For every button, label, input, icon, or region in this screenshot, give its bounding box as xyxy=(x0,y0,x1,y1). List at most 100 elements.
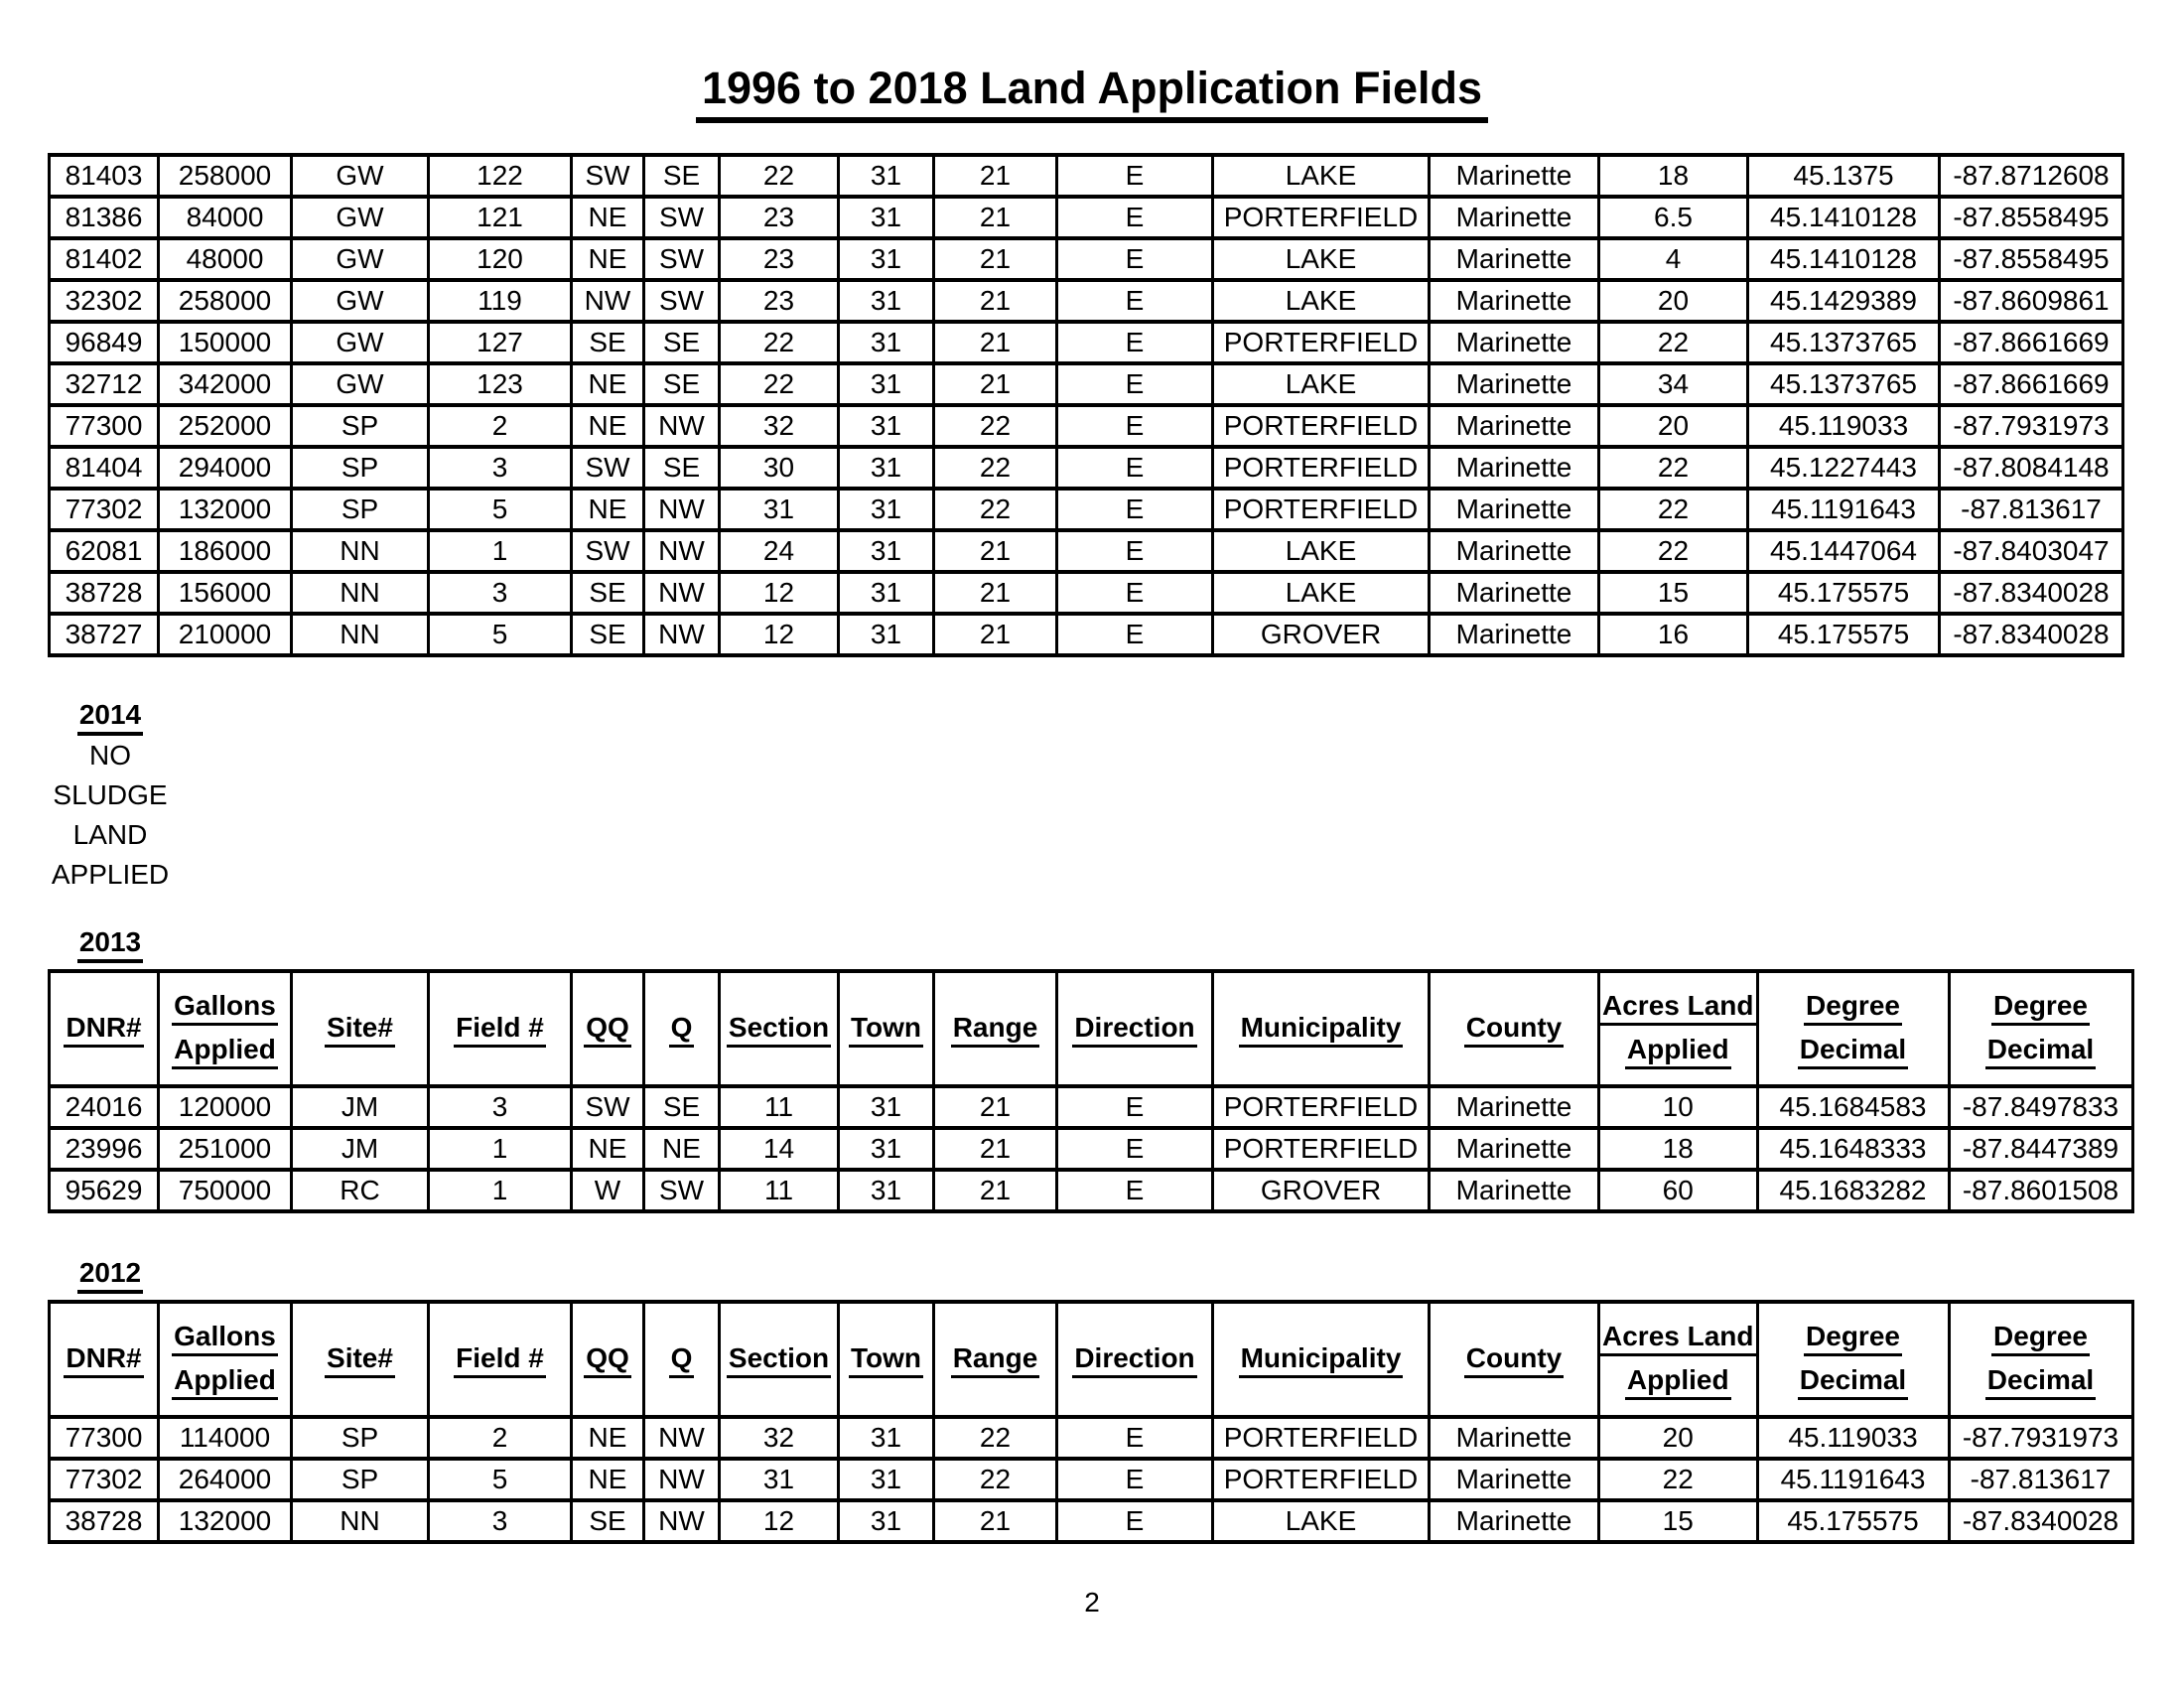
cell-section: 30 xyxy=(718,445,840,491)
cell-county: Marinette xyxy=(1428,1126,1600,1172)
page-number: 2 xyxy=(1084,1587,1100,1618)
cell-direction: E xyxy=(1055,445,1214,491)
column-header-municipality: Municipality xyxy=(1211,1300,1431,1419)
column-header-text: Field # xyxy=(454,1011,546,1048)
cell-section: 32 xyxy=(718,403,840,449)
cell-range: 22 xyxy=(932,487,1058,532)
cell-qq: SE xyxy=(570,320,645,365)
column-header-text: Applied xyxy=(1624,1363,1731,1400)
column-header-gallons-applied: Gallons Applied xyxy=(157,1300,293,1419)
cell-direction: E xyxy=(1055,1126,1214,1172)
cell-gallons-applied: 210000 xyxy=(157,612,293,657)
cell-range: 21 xyxy=(932,612,1058,657)
cell-range: 22 xyxy=(932,445,1058,491)
cell-q: SW xyxy=(642,236,721,282)
cell-range: 21 xyxy=(932,236,1058,282)
cell-direction: E xyxy=(1055,403,1214,449)
column-header-text: Section xyxy=(726,1341,832,1378)
column-header-text: Applied xyxy=(1624,1033,1731,1069)
column-header-text: Degree xyxy=(1991,989,2090,1026)
column-header-text: Gallons xyxy=(172,989,278,1026)
cell-gallons-applied: 294000 xyxy=(157,445,293,491)
cell-range: 21 xyxy=(932,1168,1058,1213)
cell-section: 24 xyxy=(718,528,840,574)
cell-degree-decimal-lon: -87.8084148 xyxy=(1938,445,2124,491)
cell-q: NW xyxy=(642,528,721,574)
table-row: 77302 132000 SP 5 NE NW 31 31 22 E PORTERFIELD Mari… xyxy=(48,487,2124,532)
column-header-text: QQ xyxy=(584,1011,631,1048)
cell-field: 1 xyxy=(427,1168,573,1213)
cell-dnr: 77300 xyxy=(48,403,160,449)
cell-section: 22 xyxy=(718,320,840,365)
cell-county: Marinette xyxy=(1428,1498,1600,1544)
cell-degree-decimal-lon: -87.8340028 xyxy=(1938,570,2124,616)
year-label-2012: 2012 xyxy=(45,1253,176,1294)
cell-degree-decimal-lon: -87.8661669 xyxy=(1938,361,2124,407)
cell-qq: NW xyxy=(570,278,645,324)
cell-gallons-applied: 750000 xyxy=(157,1168,293,1213)
year-label-2013: 2013 xyxy=(45,922,176,963)
page-title-text: 1996 to 2018 Land Application Fields xyxy=(695,64,1489,123)
column-header-text: Range xyxy=(950,1341,1040,1378)
column-header-text: Site# xyxy=(325,1011,395,1048)
column-header-acres-land-applied: Acres Land Applied xyxy=(1597,1300,1759,1419)
cell-municipality: PORTERFIELD xyxy=(1211,1126,1431,1172)
cell-town: 31 xyxy=(837,1126,935,1172)
cell-qq: SE xyxy=(570,570,645,616)
cell-gallons-applied: 258000 xyxy=(157,153,293,199)
cell-degree-decimal-lat: 45.1429389 xyxy=(1746,278,1941,324)
cell-q: SE xyxy=(642,1084,721,1130)
cell-qq: NE xyxy=(570,236,645,282)
cell-degree-decimal-lon: -87.8712608 xyxy=(1938,153,2124,199)
cell-county: Marinette xyxy=(1428,236,1600,282)
cell-town: 31 xyxy=(837,570,935,616)
cell-acres-land-applied: 60 xyxy=(1597,1168,1759,1213)
cell-dnr: 77300 xyxy=(48,1415,160,1461)
cell-section: 23 xyxy=(718,195,840,240)
cell-degree-decimal-lon: -87.8447389 xyxy=(1947,1126,2134,1172)
column-header-degree-decimal-lat: Degree Decimal xyxy=(1755,969,1951,1088)
cell-site: NN xyxy=(290,612,430,657)
column-header-text: Direction xyxy=(1072,1341,1197,1378)
cell-range: 21 xyxy=(932,1498,1058,1544)
cell-town: 31 xyxy=(837,612,935,657)
column-header-field: Field # xyxy=(427,969,573,1088)
cell-field: 121 xyxy=(427,195,573,240)
cell-town: 31 xyxy=(837,195,935,240)
cell-degree-decimal-lon: -87.8340028 xyxy=(1938,612,2124,657)
cell-town: 31 xyxy=(837,487,935,532)
column-header-qq: QQ xyxy=(570,1300,645,1419)
cell-dnr: 81402 xyxy=(48,236,160,282)
cell-site: GW xyxy=(290,278,430,324)
table-row: 81403 258000 GW 122 SW SE 22 31 21 E LAKE Marinette… xyxy=(48,153,2124,199)
column-header-text: Q xyxy=(668,1341,695,1378)
column-header-dnr: DNR# xyxy=(48,1300,160,1419)
cell-dnr: 77302 xyxy=(48,487,160,532)
cell-dnr: 81386 xyxy=(48,195,160,240)
cell-field: 127 xyxy=(427,320,573,365)
cell-q: SW xyxy=(642,278,721,324)
cell-site: GW xyxy=(290,153,430,199)
cell-degree-decimal-lon: -87.8609861 xyxy=(1938,278,2124,324)
cell-field: 5 xyxy=(427,487,573,532)
cell-qq: NE xyxy=(570,361,645,407)
cell-degree-decimal-lat: 45.175575 xyxy=(1746,570,1941,616)
cell-section: 22 xyxy=(718,361,840,407)
cell-q: SW xyxy=(642,1168,721,1213)
table-row: 77302 264000 SP 5 NE NW 31 31 22 E PORTERFIELD Mari… xyxy=(48,1457,2134,1502)
cell-q: SE xyxy=(642,153,721,199)
cell-section: 31 xyxy=(718,1457,840,1502)
cell-section: 12 xyxy=(718,1498,840,1544)
cell-site: NN xyxy=(290,1498,430,1544)
header-row: DNR# Gallons Applied Site# Field # QQ Q Section… xyxy=(48,969,2134,1088)
cell-municipality: LAKE xyxy=(1211,361,1431,407)
cell-direction: E xyxy=(1055,1084,1214,1130)
cell-municipality: PORTERFIELD xyxy=(1211,195,1431,240)
cell-gallons-applied: 186000 xyxy=(157,528,293,574)
table-row: 32712 342000 GW 123 NE SE 22 31 21 E LAKE Marinette… xyxy=(48,361,2124,407)
cell-section: 23 xyxy=(718,236,840,282)
cell-qq: NE xyxy=(570,195,645,240)
cell-degree-decimal-lon: -87.8403047 xyxy=(1938,528,2124,574)
column-header-text: County xyxy=(1463,1341,1565,1378)
